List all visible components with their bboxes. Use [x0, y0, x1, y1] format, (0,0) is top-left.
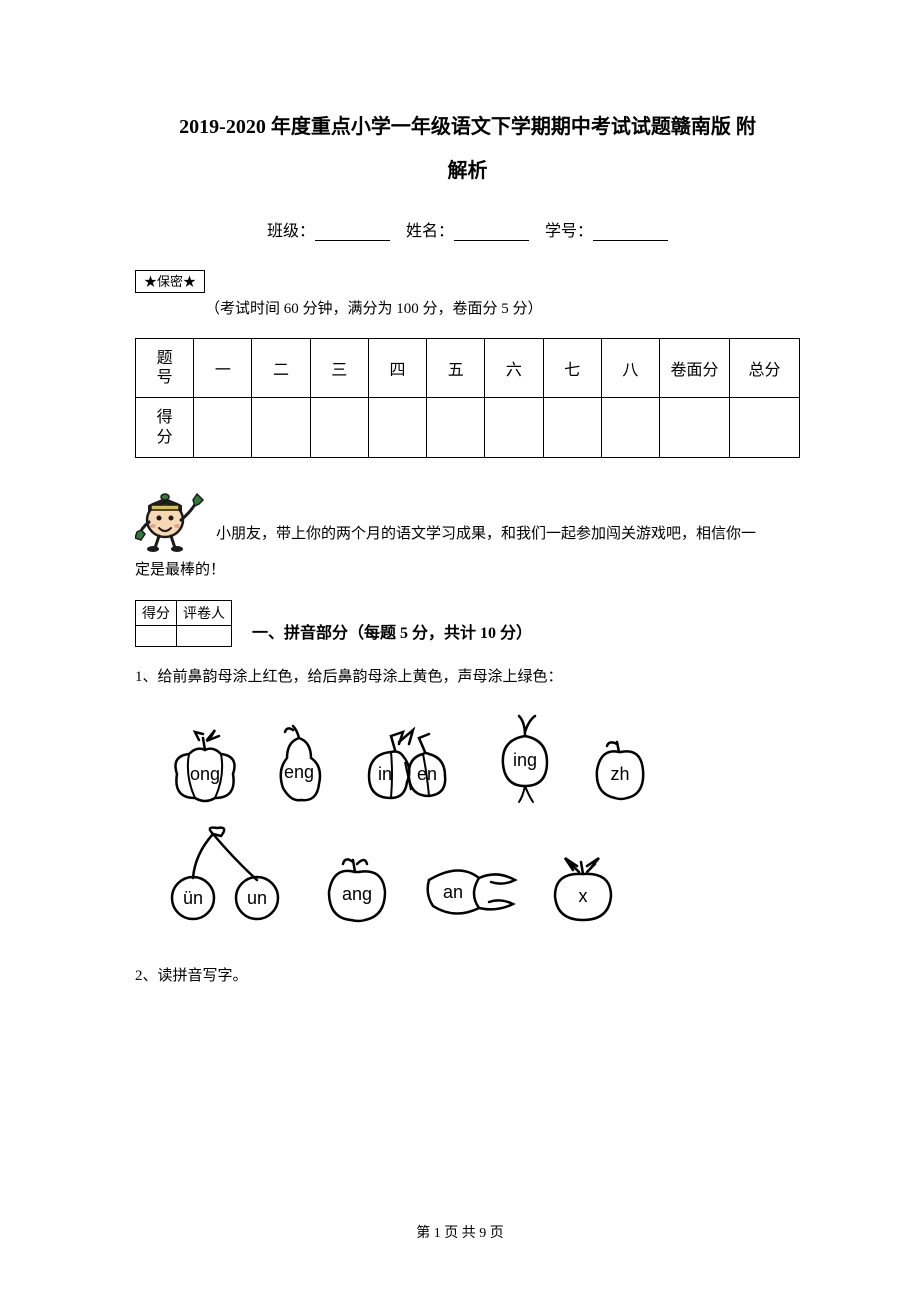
score-8[interactable]	[601, 398, 659, 457]
id-blank[interactable]	[593, 223, 668, 241]
col-3: 三	[310, 339, 368, 398]
score-4[interactable]	[368, 398, 426, 457]
secret-row: ★保密★	[135, 271, 800, 291]
title-line-2: 解析	[135, 149, 800, 193]
svg-text:en: en	[417, 764, 437, 784]
svg-text:ang: ang	[342, 884, 372, 904]
message-text-1: 小朋友，带上你的两个月的语文学习成果，和我们一起参加闯关游戏吧，相信你一	[216, 526, 756, 542]
svg-text:ong: ong	[190, 764, 220, 784]
question-1: 1、给前鼻韵母涂上红色，给后鼻韵母涂上黄色，声母涂上绿色：	[135, 665, 800, 686]
col-6: 六	[485, 339, 543, 398]
name-blank[interactable]	[454, 223, 529, 241]
name-label: 姓名：	[406, 223, 454, 240]
fruit-eng: eng	[269, 722, 331, 804]
col-1: 一	[194, 339, 252, 398]
score-header-row: 题号 一 二 三 四 五 六 七 八 卷面分 总分	[136, 339, 800, 398]
title-line-1: 2019-2020 年度重点小学一年级语文下学期期中考试试题赣南版 附	[135, 105, 800, 149]
svg-text:zh: zh	[610, 764, 629, 784]
svg-text:an: an	[443, 882, 463, 902]
fruits-row-1: ong eng in en	[165, 714, 800, 804]
score-value-row: 得分	[136, 398, 800, 457]
question-2: 2、读拼音写字。	[135, 964, 800, 985]
secret-badge: ★保密★	[135, 270, 205, 293]
col-5: 五	[427, 339, 485, 398]
score-table: 题号 一 二 三 四 五 六 七 八 卷面分 总分 得分	[135, 338, 800, 458]
grader-person-cell[interactable]	[177, 625, 232, 646]
col-8: 八	[601, 339, 659, 398]
student-info-line: 班级： 姓名： 学号：	[135, 217, 800, 241]
fruit-x: x	[543, 852, 623, 924]
class-label: 班级：	[267, 223, 315, 240]
section-1-title: 一、拼音部分（每题 5 分，共计 10 分）	[252, 619, 532, 647]
score-7[interactable]	[543, 398, 601, 457]
grader-person-label: 评卷人	[177, 600, 232, 625]
col-2: 二	[252, 339, 310, 398]
row-label-question: 题号	[136, 339, 194, 398]
col-total: 总分	[730, 339, 800, 398]
col-juanmian: 卷面分	[660, 339, 730, 398]
section-header-row: 得分 评卷人 一、拼音部分（每题 5 分，共计 10 分）	[135, 600, 800, 647]
exam-info: （考试时间 60 分钟，满分为 100 分，卷面分 5 分）	[205, 297, 800, 318]
fruit-in-en: in en	[355, 724, 465, 804]
row-label-score: 得分	[136, 398, 194, 457]
score-5[interactable]	[427, 398, 485, 457]
score-6[interactable]	[485, 398, 543, 457]
grader-score-label: 得分	[136, 600, 177, 625]
svg-text:in: in	[378, 764, 392, 784]
page-footer: 第 1 页 共 9 页	[0, 1222, 920, 1242]
fruit-ong: ong	[165, 726, 245, 804]
svg-text:un: un	[247, 888, 267, 908]
score-juanmian[interactable]	[660, 398, 730, 457]
fruit-zh: zh	[587, 734, 653, 804]
page: 2019-2020 年度重点小学一年级语文下学期期中考试试题赣南版 附 解析 班…	[0, 0, 920, 1302]
score-1[interactable]	[194, 398, 252, 457]
fruits-row-2: ün un ang an x	[165, 824, 800, 924]
grader-score-cell[interactable]	[136, 625, 177, 646]
svg-text:x: x	[579, 886, 588, 906]
fruit-un-un: ün un	[165, 824, 295, 924]
class-blank[interactable]	[315, 223, 390, 241]
exam-title: 2019-2020 年度重点小学一年级语文下学期期中考试试题赣南版 附 解析	[135, 105, 800, 193]
message: 小朋友，带上你的两个月的语文学习成果，和我们一起参加闯关游戏吧，相信你一 定是最…	[135, 482, 800, 588]
message-text-2: 定是最棒的！	[135, 552, 800, 588]
col-7: 七	[543, 339, 601, 398]
fruit-ing: ing	[489, 714, 563, 804]
svg-text:ün: ün	[183, 888, 203, 908]
svg-text:eng: eng	[284, 762, 314, 782]
id-label: 学号：	[545, 223, 593, 240]
fruit-an: an	[419, 858, 519, 924]
mascot-icon	[135, 482, 210, 552]
score-total[interactable]	[730, 398, 800, 457]
score-2[interactable]	[252, 398, 310, 457]
score-3[interactable]	[310, 398, 368, 457]
col-4: 四	[368, 339, 426, 398]
fruit-ang: ang	[319, 852, 395, 924]
svg-text:ing: ing	[513, 750, 537, 770]
grader-table: 得分 评卷人	[135, 600, 232, 647]
